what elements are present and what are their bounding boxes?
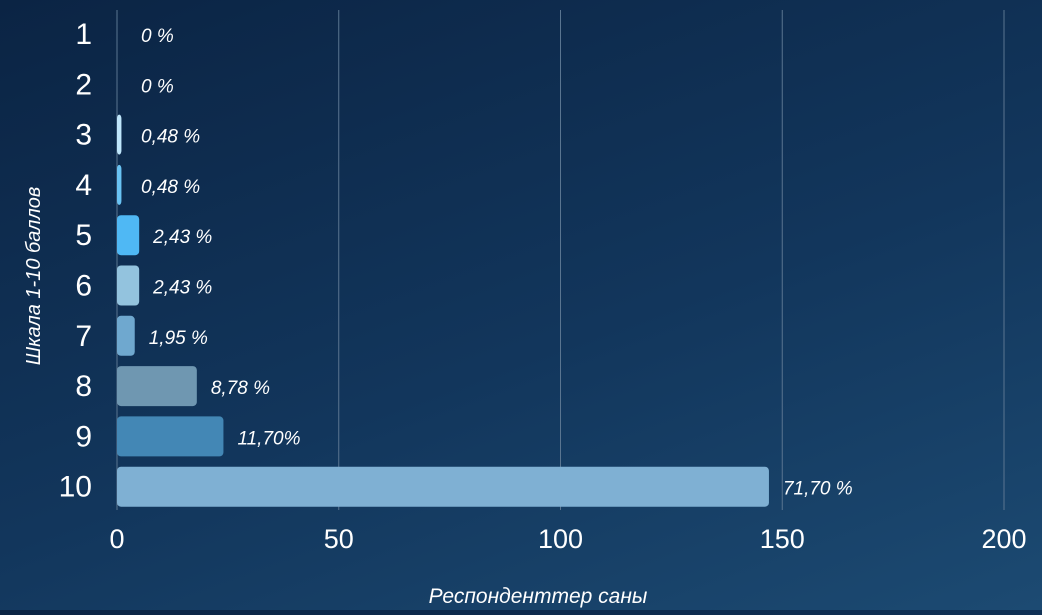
grid-layer xyxy=(116,10,1005,510)
y-tick-label: 3 xyxy=(75,119,92,152)
data-label: 1,95 % xyxy=(149,328,208,349)
bar xyxy=(117,114,122,155)
x-tick-label: 100 xyxy=(538,524,583,554)
bar xyxy=(117,416,224,457)
data-label: 11,70% xyxy=(237,428,300,449)
y-axis-title: Шкала 1-10 баллов xyxy=(23,187,45,366)
bar-layer xyxy=(117,114,769,507)
y-tick-label: 6 xyxy=(75,270,92,303)
x-tick-label: 50 xyxy=(324,524,354,554)
axis-layer: 0 50 100 150 200 1 2 3 4 5 6 7 8 9 10 xyxy=(59,18,1027,554)
y-tick-label: 1 xyxy=(75,18,92,51)
bar xyxy=(117,466,769,507)
bar xyxy=(117,366,197,407)
bar xyxy=(117,265,140,306)
x-tick-label: 0 xyxy=(109,524,124,554)
bar xyxy=(117,315,135,356)
y-tick-label: 10 xyxy=(59,471,92,504)
data-label: 71,70 % xyxy=(783,479,853,500)
y-tick-label: 2 xyxy=(75,68,92,101)
x-axis-title: Респонденттер саны xyxy=(429,585,648,608)
bar xyxy=(117,215,140,256)
label-layer: 0 % 0 % 0,48 % 0,48 % 2,43 % 2,43 % 1,95 % 8,78… xyxy=(141,26,853,500)
x-tick-label: 150 xyxy=(760,524,805,554)
data-label: 0,48 % xyxy=(141,127,200,148)
data-label: 2,43 % xyxy=(152,227,212,248)
data-label: 0 % xyxy=(141,26,174,47)
y-tick-label: 4 xyxy=(75,169,92,202)
data-label: 8,78 % xyxy=(211,378,270,399)
y-tick-label: 8 xyxy=(75,370,92,403)
y-tick-label: 9 xyxy=(75,420,92,453)
bar xyxy=(117,164,122,205)
y-tick-label: 7 xyxy=(75,320,92,353)
data-label: 0 % xyxy=(141,76,174,97)
data-label: 0,48 % xyxy=(141,177,200,198)
x-tick-label: 200 xyxy=(981,524,1026,554)
y-tick-label: 5 xyxy=(75,219,92,252)
data-label: 2,43 % xyxy=(152,278,212,299)
